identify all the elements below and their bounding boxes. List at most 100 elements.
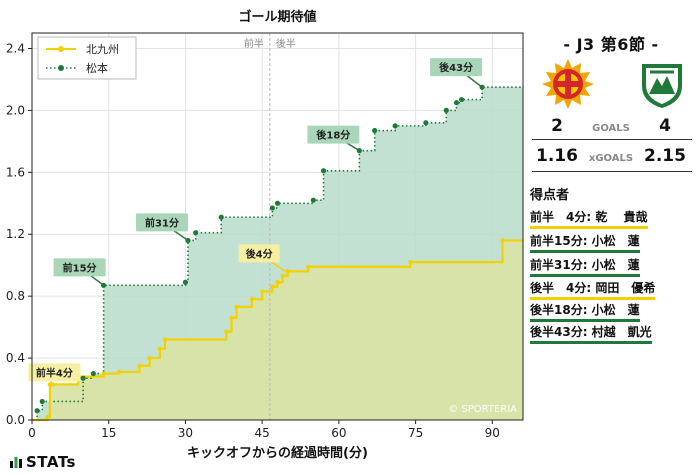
goal-annotation-box — [307, 125, 360, 144]
y-tick-label: 0.4 — [6, 351, 25, 365]
xg-row: 1.16 xGOALS 2.15 — [528, 146, 694, 166]
goals-row: 2 GOALS 4 — [528, 116, 694, 136]
x-tick-label: 45 — [255, 426, 270, 440]
data-point-away — [218, 214, 224, 220]
xg-label: xGOALS — [588, 153, 634, 164]
goal-annotation-box — [430, 58, 483, 77]
watermark: © SPORTERIA — [448, 404, 517, 415]
goal-annotation-box — [28, 363, 81, 382]
data-point-home — [259, 289, 265, 294]
goal-annotation-label: 前31分 — [145, 216, 179, 229]
data-point-home — [285, 269, 290, 274]
x-tick-label: 15 — [101, 426, 116, 440]
home-xg: 1.16 — [536, 146, 578, 166]
second-half-label: 後半 — [276, 37, 296, 50]
goal-annotation-label: 後18分 — [316, 129, 350, 142]
match-title: - J3 第6節 - — [563, 35, 659, 54]
data-point-away — [39, 398, 45, 405]
legend-marker-away — [58, 65, 64, 71]
plot-frame — [31, 32, 524, 421]
x-tick-label: 75 — [408, 426, 423, 440]
data-point-home — [45, 414, 50, 420]
data-point-home — [162, 337, 168, 342]
goal-annotation-label: 後4分 — [246, 247, 273, 260]
data-point-home — [101, 371, 106, 376]
data-point-home — [270, 284, 275, 290]
data-point-home — [500, 238, 505, 243]
data-point-away — [182, 279, 189, 285]
data-point-home — [224, 329, 229, 334]
data-point-home — [408, 259, 413, 265]
data-point-home — [116, 369, 122, 375]
data-point-away — [443, 107, 449, 113]
goal-annotation-box — [135, 213, 188, 232]
y-tick-label: 0.0 — [6, 413, 25, 427]
divider — [532, 139, 692, 140]
goal-annotation-label: 前15分 — [63, 261, 97, 274]
stats-logo: STATs — [10, 453, 76, 471]
data-point-home — [249, 297, 255, 302]
y-tick-label: 1.2 — [6, 227, 25, 241]
data-point-home — [137, 363, 142, 369]
goal-annotation-label: 後43分 — [439, 61, 473, 74]
goal-annotation-box — [238, 244, 280, 263]
scorer-row: 前半 4分: 乾 貴哉 — [530, 208, 648, 229]
scorer-row: 後半43分: 村越 凱光 — [530, 323, 652, 344]
away-goals: 4 — [659, 116, 671, 136]
data-point-home — [234, 304, 239, 310]
scorers-title: 得点者 — [530, 188, 570, 203]
data-point-away — [392, 123, 398, 129]
divider — [532, 171, 692, 172]
data-point-home — [275, 280, 280, 285]
y-tick-label: 2.0 — [6, 103, 25, 117]
data-point-away — [423, 120, 429, 126]
scorer-row: 前半31分: 小松 蓮 — [530, 256, 640, 277]
data-point-home — [157, 346, 163, 351]
stats-brand: STATs — [26, 453, 76, 471]
legend-marker-home — [58, 46, 64, 52]
away-xg: 2.15 — [644, 146, 686, 166]
match-panel: - J3 第6節 - 2 GOALS 4 1.16 xGOALS 2.15 得点… — [528, 0, 700, 474]
data-point-home — [229, 315, 234, 321]
stats-bars-icon — [10, 457, 22, 468]
data-point-away — [310, 197, 316, 203]
goal-annotation-box — [53, 258, 106, 277]
matsumoto-crest-icon — [642, 64, 682, 108]
scorer-row: 後半 4分: 岡田 優希 — [530, 279, 656, 300]
chart-title: ゴール期待値 — [238, 9, 316, 25]
data-point-away — [372, 127, 378, 134]
data-point-away — [459, 96, 465, 103]
first-half-label: 前半 — [244, 37, 264, 50]
kitakyushu-crest-icon — [542, 59, 594, 109]
legend-box — [37, 36, 137, 80]
goals-label: GOALS — [592, 123, 630, 134]
goal-annotation-label: 前半4分 — [36, 366, 73, 379]
data-point-away — [193, 230, 199, 236]
legend-label-away: 松本 — [86, 61, 108, 75]
data-point-away — [274, 200, 281, 206]
data-point-home — [280, 273, 285, 279]
scorer-row: 前半15分: 小松 蓮 — [530, 232, 640, 253]
x-tick-label: 60 — [331, 426, 346, 440]
y-tick-label: 0.8 — [6, 289, 25, 303]
data-point-away — [80, 375, 86, 381]
data-point-away — [269, 205, 275, 211]
data-point-away — [90, 370, 96, 377]
series-area-home — [32, 240, 523, 420]
x-axis-label: キックオフからの経過時間(分) — [187, 445, 368, 461]
legend-label-home: 北九州 — [86, 43, 119, 56]
y-tick-label: 1.6 — [6, 165, 25, 179]
data-point-home — [305, 264, 311, 269]
data-point-away — [34, 408, 40, 414]
data-point-away — [320, 168, 327, 174]
scorer-row: 後半18分: 小松 蓮 — [530, 301, 640, 322]
y-tick-label: 2.4 — [6, 41, 25, 55]
home-goals: 2 — [551, 116, 563, 136]
x-tick-label: 0 — [28, 426, 36, 440]
x-tick-label: 90 — [485, 426, 500, 440]
data-point-away — [453, 100, 460, 106]
data-point-home — [147, 355, 152, 361]
